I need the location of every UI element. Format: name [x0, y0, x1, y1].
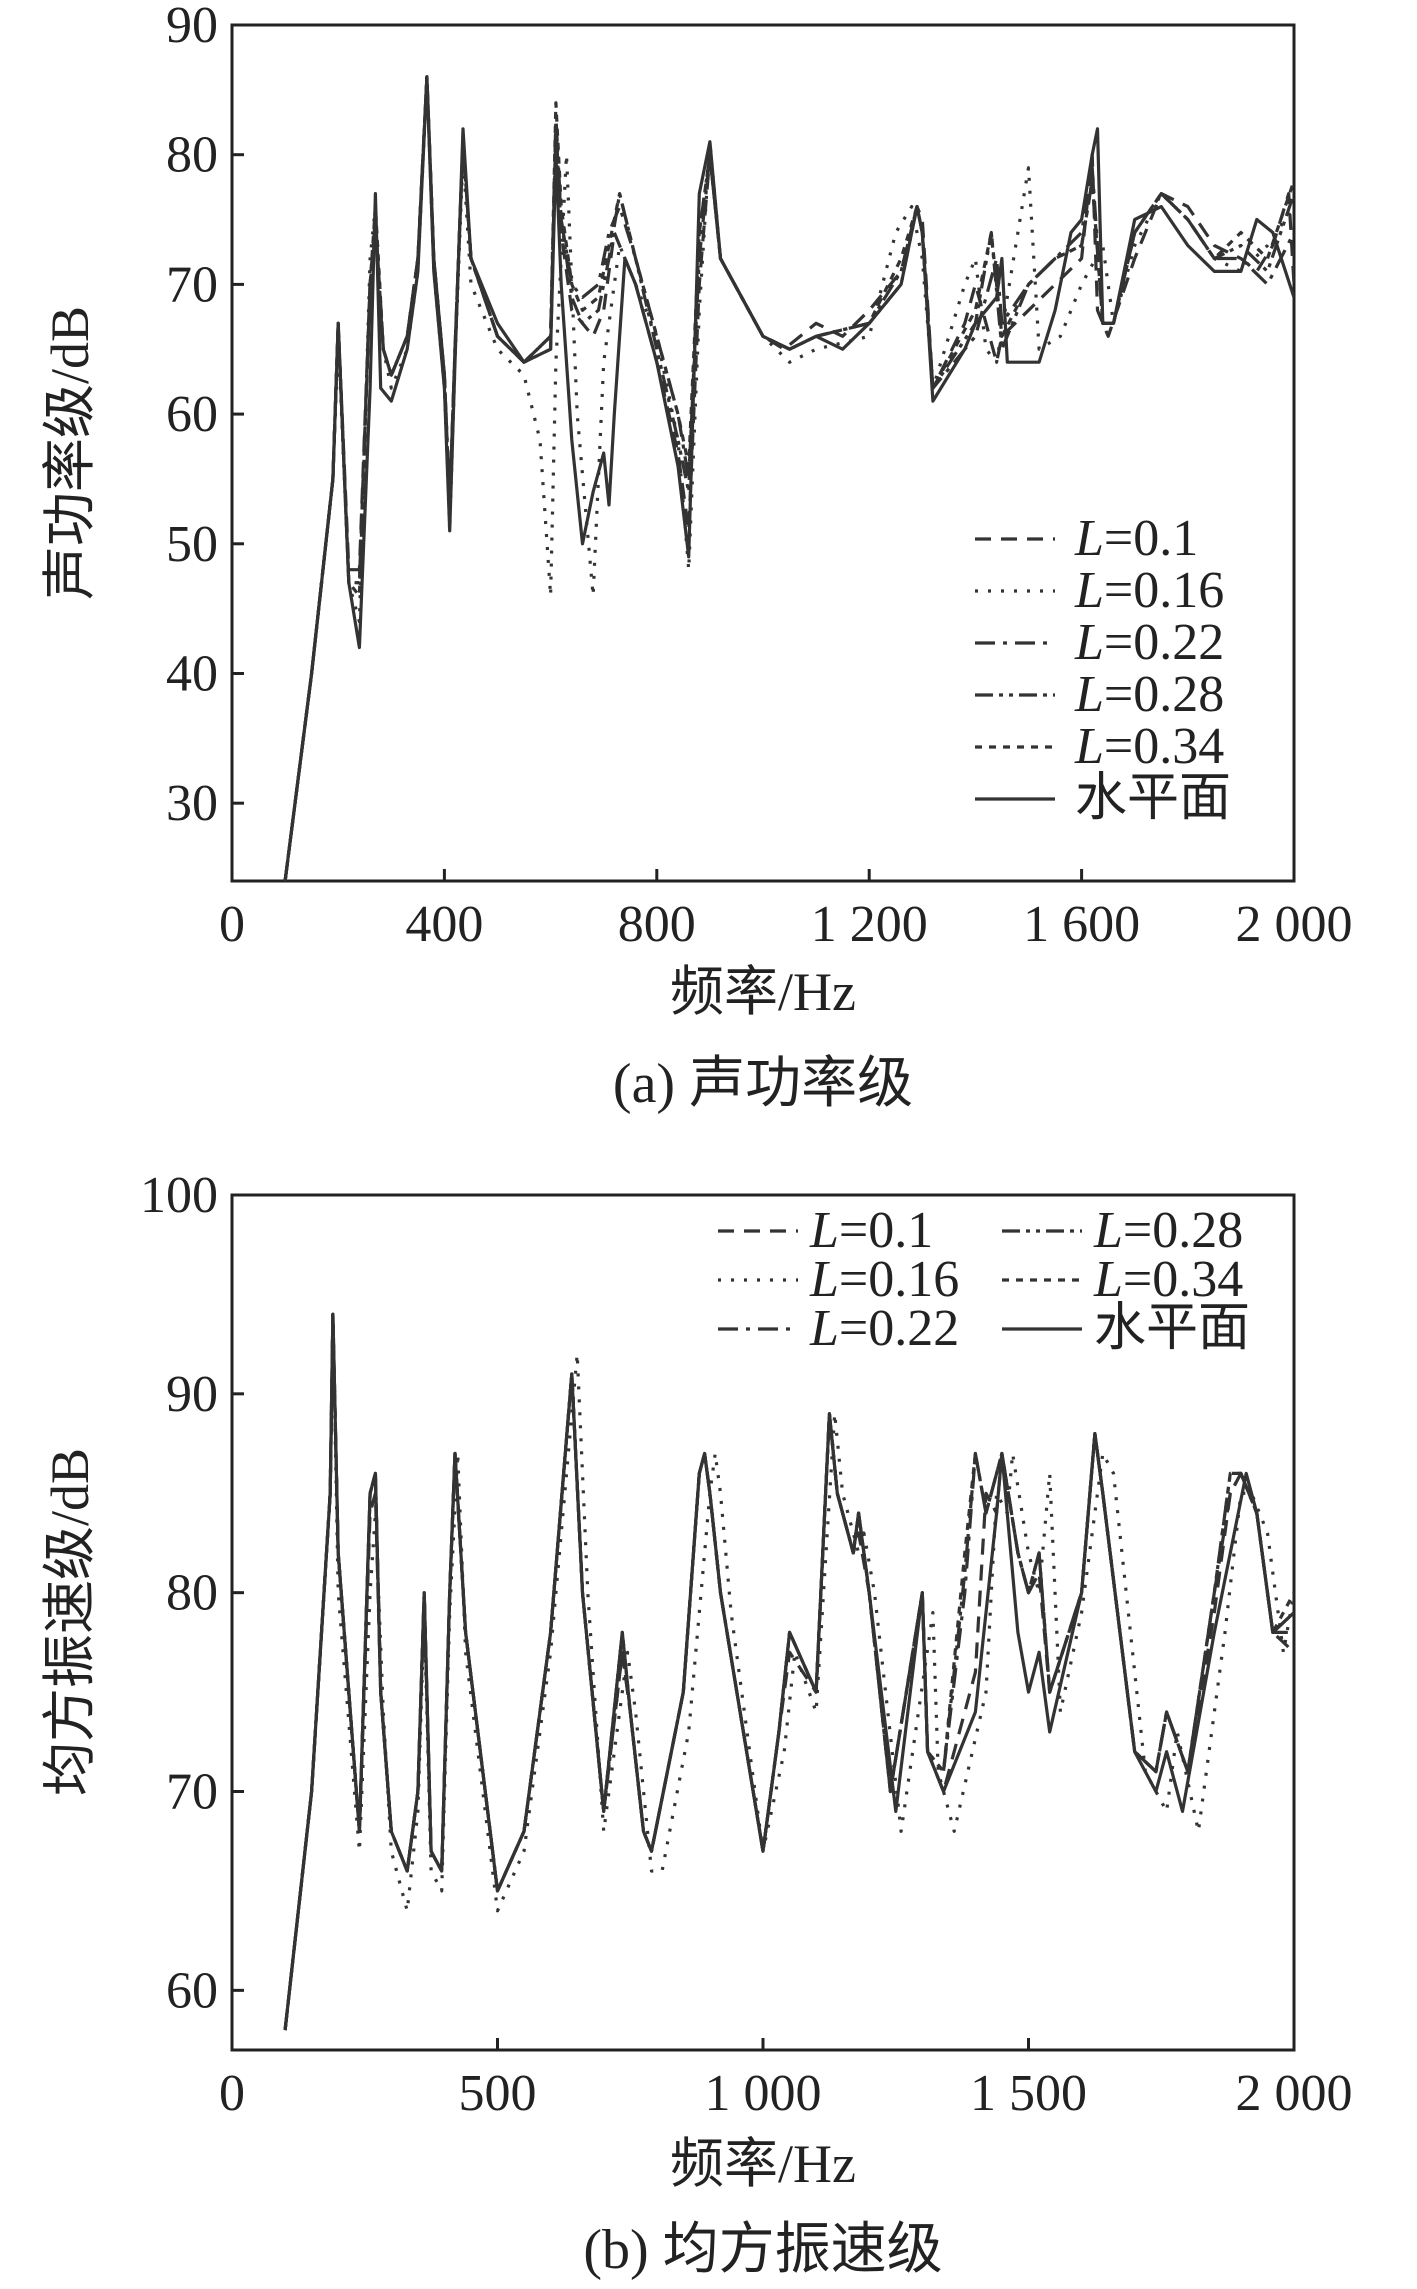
series-line-L0.34	[283, 75, 1294, 881]
series-line-L0.16	[283, 1312, 1294, 2031]
y-tick-label: 50	[166, 516, 218, 573]
chart-a-ticks: 0 400 800 1 200 1 600 2 000 30 40 50 60 70 80 90	[166, 0, 1353, 953]
x-tick-label: 1 200	[811, 896, 928, 953]
chart-a-plot-frame	[230, 23, 1296, 883]
y-tick-label: 30	[166, 775, 218, 832]
y-tick-label: 90	[166, 0, 218, 54]
x-tick-label: 2 000	[1236, 2065, 1353, 2122]
y-tick-label: 70	[166, 1764, 218, 1821]
y-tick-label: 40	[166, 645, 218, 702]
chart-a-x-axis-title: 频率/Hz	[670, 962, 856, 1022]
x-tick-label: 0	[219, 2065, 245, 2122]
series-line-L0.28	[283, 1312, 1294, 2031]
chart-b-y-axis-title: 均方振速级/dB	[40, 1448, 100, 1796]
chart-a-series-group	[283, 75, 1294, 881]
legend-label: 水平面	[1094, 1300, 1250, 1357]
y-tick-label: 60	[166, 386, 218, 443]
series-line-horizontal-plane	[283, 75, 1294, 881]
x-tick-label: 400	[405, 896, 483, 953]
y-tick-label: 100	[140, 1167, 218, 1224]
y-tick-label: 70	[166, 256, 218, 313]
legend-label: L=0.16	[1074, 562, 1224, 619]
y-tick-label: 60	[166, 1962, 218, 2019]
chart-a: 0 400 800 1 200 1 600 2 000 30 40 50 60 70 80 90 L=0…	[40, 0, 1353, 1115]
legend-label: L=0.1	[809, 1202, 933, 1259]
x-tick-label: 500	[459, 2065, 537, 2122]
x-tick-label: 0	[219, 896, 245, 953]
x-tick-label: 2 000	[1236, 896, 1353, 953]
series-line-L0.34	[283, 1312, 1294, 2031]
legend-label: 水平面	[1075, 770, 1231, 827]
series-line-L0.1	[283, 1312, 1294, 2031]
chart-a-caption: (a) 声功率级	[613, 1053, 913, 1115]
legend-label: L=0.1	[1074, 510, 1198, 567]
chart-b-series-group	[283, 1312, 1294, 2031]
legend-label: L=0.34	[1093, 1251, 1243, 1308]
legend-label: L=0.22	[809, 1300, 959, 1357]
chart-a-y-axis-title: 声功率级/dB	[40, 306, 100, 600]
x-tick-label: 1 600	[1023, 896, 1140, 953]
series-line-horizontal-plane	[283, 1312, 1294, 2031]
x-tick-label: 1 500	[970, 2065, 1087, 2122]
y-tick-label: 90	[166, 1366, 218, 1423]
legend-label: L=0.22	[1074, 614, 1224, 671]
chart-b-caption: (b) 均方振速级	[583, 2219, 942, 2281]
chart-b-ticks: 0 500 1 000 1 500 2 000 60 70 80 90 100	[140, 1167, 1353, 2122]
legend-label: L=0.34	[1074, 718, 1224, 775]
legend-label: L=0.28	[1093, 1202, 1243, 1259]
chart-b-x-axis-title: 频率/Hz	[670, 2134, 856, 2194]
legend-label: L=0.28	[1074, 666, 1224, 723]
y-tick-label: 80	[166, 1565, 218, 1622]
x-tick-label: 1 000	[705, 2065, 822, 2122]
series-line-L0.28	[283, 75, 1294, 881]
series-line-L0.22	[283, 1312, 1294, 2031]
x-tick-label: 800	[618, 896, 696, 953]
y-tick-label: 80	[166, 127, 218, 184]
legend-label: L=0.16	[809, 1251, 959, 1308]
